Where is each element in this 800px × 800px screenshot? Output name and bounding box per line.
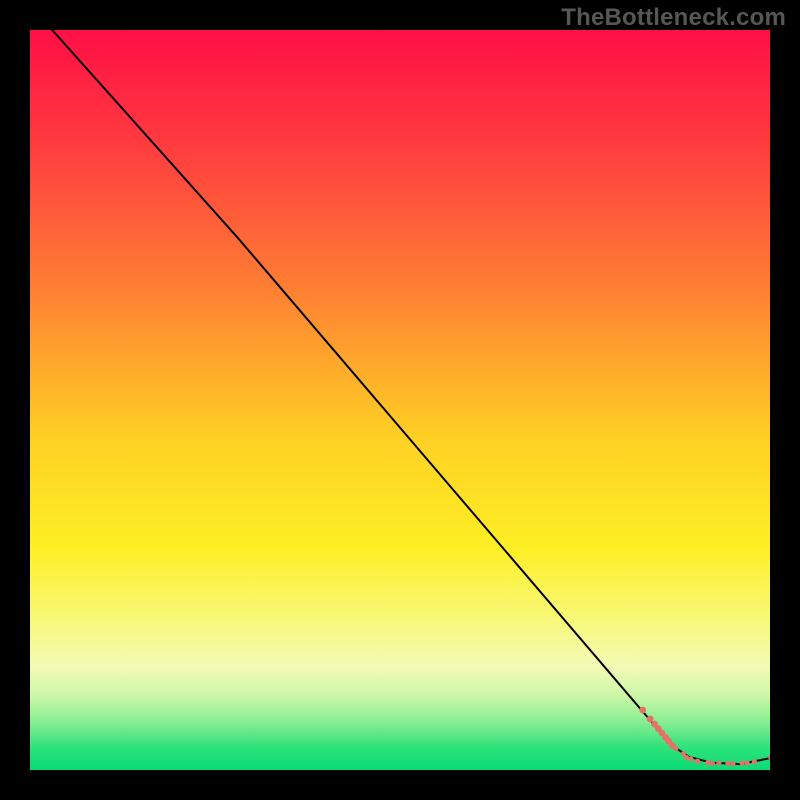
data-marker — [716, 760, 721, 765]
watermark-label: TheBottleneck.com — [561, 4, 786, 32]
data-marker — [688, 756, 693, 761]
data-marker — [739, 760, 744, 765]
plot-area — [30, 30, 770, 770]
data-marker — [695, 759, 700, 764]
data-marker — [744, 760, 749, 765]
data-marker — [673, 746, 678, 751]
data-marker — [710, 761, 715, 766]
data-marker — [647, 716, 654, 723]
gradient-background — [30, 30, 770, 770]
data-marker — [639, 707, 646, 714]
data-marker — [705, 760, 710, 765]
chart-frame: TheBottleneck.com — [0, 0, 800, 800]
data-marker — [725, 761, 730, 766]
data-marker — [752, 759, 757, 764]
data-marker — [730, 761, 735, 766]
gradient-chart-svg — [30, 30, 770, 770]
data-marker — [684, 755, 689, 760]
